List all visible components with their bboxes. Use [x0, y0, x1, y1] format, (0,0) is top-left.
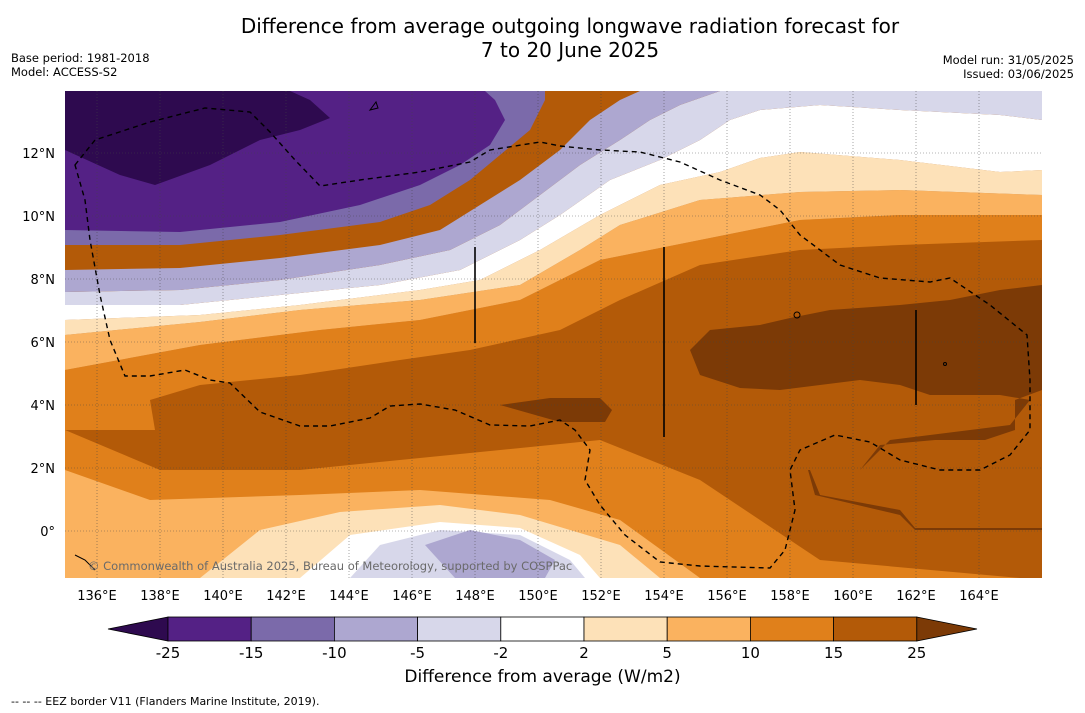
lat-label: 12°N [22, 147, 55, 162]
colorbar-block [750, 616, 835, 642]
longitude-labels: 136°E 138°E 140°E 142°E 144°E 146°E 148°… [77, 589, 999, 604]
base-period-label: Base period: 1981-2018 [11, 51, 150, 65]
colorbar-blocks [107, 616, 978, 642]
band-2-5-north [65, 152, 1042, 335]
lon-label: 150°E [518, 589, 558, 604]
colorbar-block [250, 616, 335, 642]
eez-border [74, 107, 1031, 569]
lat-label: 6°N [31, 336, 56, 351]
band-below-n25-north [65, 91, 330, 185]
lon-label: 160°E [833, 589, 873, 604]
chart-title: Difference from average outgoing longwav… [0, 14, 1085, 62]
colorbar-tick-label: -10 [322, 644, 347, 662]
band-n10-n5-south [425, 530, 555, 578]
graticule [65, 91, 1042, 578]
lon-label: 158°E [770, 589, 810, 604]
lat-label: 0° [40, 525, 55, 540]
colorbar-tick-label: -15 [239, 644, 264, 662]
lon-label: 156°E [707, 589, 747, 604]
colorbar-block [167, 616, 252, 642]
colorbar-min-arrow [107, 616, 169, 642]
model-label: Model: ACCESS-S2 [11, 65, 118, 79]
band-15-25-mid [500, 398, 612, 422]
lon-label: 152°E [581, 589, 621, 604]
eez-footnote: -- -- -- EEZ border V11 (Flanders Marine… [11, 695, 320, 708]
lon-label: 138°E [140, 589, 180, 604]
colorbar-tick-label: 25 [907, 644, 926, 662]
colorbar-block [833, 616, 918, 642]
copyright-text: © Commonwealth of Australia 2025, Bureau… [88, 559, 572, 573]
title-line-1: Difference from average outgoing longwav… [240, 14, 900, 38]
meta-left: Base period: 1981-2018 Model: ACCESS-S2 [11, 51, 150, 79]
colorbar-tick-labels: -25 -15 -10 -5 -2 2 5 10 15 25 [156, 644, 927, 662]
lat-label: 10°N [22, 210, 55, 225]
band-10-15-north [65, 215, 1042, 430]
issued-label: Issued: 03/06/2025 [963, 67, 1074, 81]
colorbar-block [500, 616, 585, 642]
map-fill-layer: © Commonwealth of Australia 2025, Bureau… [65, 91, 1042, 578]
colorbar-tick-label: -25 [156, 644, 181, 662]
colorbar-block [666, 616, 751, 642]
colorbar-block [333, 616, 418, 642]
band-n10-n5-north [65, 91, 1042, 292]
band-n5-n2-north [65, 91, 1042, 305]
latitude-labels: 12°N 10°N 8°N 6°N 4°N 2°N 0° [22, 147, 55, 540]
lon-label: 154°E [644, 589, 684, 604]
lat-label: 8°N [31, 273, 56, 288]
band-neutral-north [65, 105, 1042, 320]
islands [74, 100, 947, 571]
colorbar-block [583, 616, 668, 642]
colorbar-tick-label: 10 [741, 644, 760, 662]
lat-label: 4°N [31, 399, 56, 414]
colorbar-tick-label: -2 [493, 644, 508, 662]
colorbar-tick-label: -5 [410, 644, 425, 662]
lon-label: 136°E [77, 589, 117, 604]
colorbar-max-arrow [916, 616, 978, 642]
lon-label: 140°E [203, 589, 243, 604]
band-15-25-east [690, 285, 1042, 578]
colorbar-tick-label: 15 [824, 644, 843, 662]
lon-label: 162°E [896, 589, 936, 604]
title-line-2: 7 to 20 June 2025 [480, 38, 660, 62]
lon-label: 142°E [266, 589, 306, 604]
colorbar-title: Difference from average (W/m2) [404, 667, 681, 687]
colorbar-tick-label: 2 [579, 644, 589, 662]
model-run-label: Model run: 31/05/2025 [942, 53, 1074, 67]
lon-label: 164°E [959, 589, 999, 604]
colorbar-block [417, 616, 502, 642]
lat-label: 2°N [31, 462, 56, 477]
lon-label: 148°E [455, 589, 495, 604]
lon-label: 144°E [329, 589, 369, 604]
meta-right: Model run: 31/05/2025 Issued: 03/06/2025 [943, 53, 1074, 81]
colorbar-tick-label: 5 [662, 644, 672, 662]
band-5-10-north [65, 190, 1042, 370]
lon-label: 146°E [392, 589, 432, 604]
